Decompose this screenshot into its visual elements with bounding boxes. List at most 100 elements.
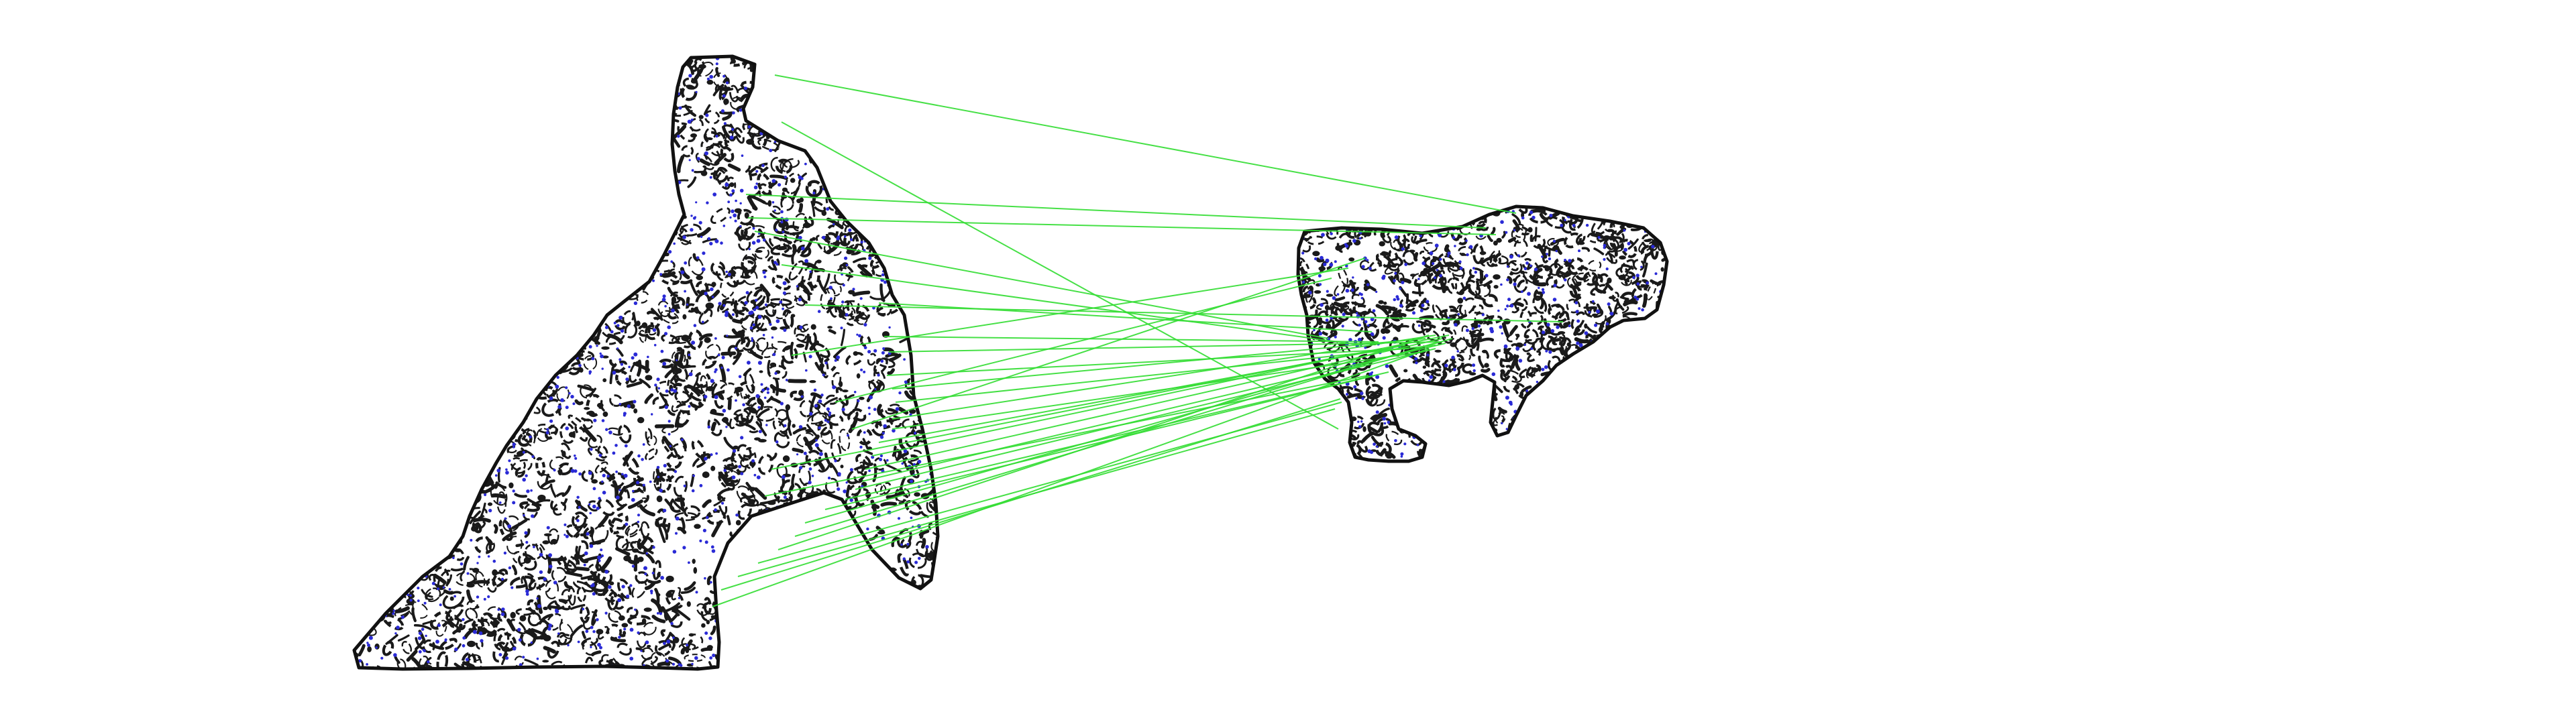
texture-spot [1545, 435, 1550, 440]
keypoint [553, 469, 556, 472]
rosette-ring [386, 56, 409, 69]
keypoint [574, 455, 576, 457]
rosette-ring [659, 84, 672, 101]
keypoint [402, 303, 407, 307]
keypoint [925, 319, 928, 322]
texture-spot [796, 552, 801, 556]
rosette-ring [872, 602, 884, 617]
rosette-ring [843, 592, 852, 615]
texture-spot [1548, 438, 1556, 444]
keypoint [906, 208, 908, 211]
texture-spot [772, 655, 778, 660]
rosette-ring [525, 353, 536, 371]
rosette-ring [552, 249, 573, 262]
texture-streak [570, 603, 586, 610]
keypoint [784, 424, 787, 428]
texture-streak [591, 609, 598, 626]
rosette-ring [1540, 335, 1556, 351]
texture-streak [1550, 237, 1565, 246]
keypoint [610, 330, 614, 334]
keypoint [871, 109, 875, 113]
rosette-ring [724, 273, 739, 288]
texture-streak [854, 495, 863, 507]
keypoint [721, 355, 725, 359]
rosette-ring [622, 540, 641, 551]
texture-spot [407, 160, 412, 164]
keypoint [940, 60, 942, 62]
rosette-ring [1489, 206, 1502, 208]
keypoint [769, 589, 771, 592]
keypoint [590, 124, 593, 127]
rosette-ring [835, 643, 856, 658]
rosette-ring [354, 388, 369, 404]
rosette-ring [379, 62, 398, 76]
texture-spot [839, 381, 843, 387]
texture-spot [824, 577, 831, 581]
rosette-ring [750, 314, 765, 333]
keypoint [892, 48, 895, 52]
texture-spot [1587, 349, 1595, 354]
texture-streak [447, 424, 464, 433]
rosette-ring [579, 219, 601, 229]
texture-spot [745, 629, 749, 635]
texture-streak [918, 294, 930, 300]
keypoint [762, 270, 766, 274]
texture-streak [749, 402, 757, 415]
keypoint [500, 295, 503, 298]
keypoint [674, 470, 678, 473]
keypoint [380, 656, 384, 660]
texture-streak [485, 536, 492, 550]
rosette-ring [1433, 404, 1442, 419]
rosette-ring [763, 654, 777, 669]
keypoint [874, 387, 877, 391]
texture-streak [645, 552, 655, 564]
keypoint [427, 300, 431, 305]
rosette-ring [557, 60, 576, 76]
keypoint [750, 583, 754, 588]
keypoint [778, 101, 782, 104]
texture-streak [362, 609, 375, 624]
texture-streak [653, 181, 670, 191]
texture-spot [746, 139, 755, 145]
rosette-ring [556, 631, 568, 646]
texture-streak [1392, 269, 1400, 281]
rosette-ring [659, 272, 680, 286]
texture-spot [376, 494, 384, 498]
keypoint [519, 284, 523, 288]
texture-streak [417, 472, 423, 484]
keypoint [667, 432, 671, 436]
texture-spot [716, 581, 722, 585]
rosette-ring [1600, 397, 1611, 412]
texture-streak [1393, 308, 1398, 316]
texture-streak [555, 84, 559, 102]
rosette-ring [927, 56, 938, 57]
texture-streak [1650, 426, 1660, 430]
keypoint [398, 571, 402, 576]
keypoint [885, 172, 890, 176]
texture-spot [759, 370, 763, 373]
rosette-ring [707, 418, 722, 436]
keypoint [620, 329, 625, 333]
keypoint [837, 119, 841, 123]
texture-spot [1664, 224, 1667, 229]
keypoint [753, 308, 757, 312]
keypoint [712, 654, 716, 658]
keypoint [368, 636, 373, 640]
keypoint [418, 675, 420, 677]
texture-spot [767, 200, 772, 207]
texture-streak [1613, 378, 1621, 386]
keypoint [576, 253, 580, 257]
rosette-ring [901, 240, 913, 253]
texture-streak [452, 134, 458, 143]
rosette-ring [845, 352, 864, 366]
keypoint [565, 406, 569, 410]
rosette-ring [1467, 408, 1485, 420]
keypoint [749, 546, 753, 550]
rosette-ring [354, 70, 368, 84]
rosette-ring [645, 196, 657, 210]
keypoint [715, 62, 718, 66]
keypoint [570, 469, 575, 473]
rosette-ring [363, 385, 376, 400]
keypoint [576, 495, 580, 499]
rosette-ring [584, 577, 607, 592]
